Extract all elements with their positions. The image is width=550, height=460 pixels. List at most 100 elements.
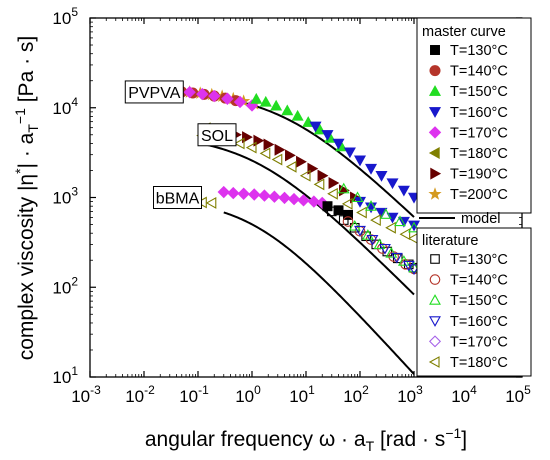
data-point [250, 92, 263, 104]
x-axis-title: angular frequency ω · aT [rad · s−1] [145, 425, 467, 454]
data-point [356, 206, 367, 219]
data-point [326, 206, 337, 217]
legend-label: T=130°C [450, 252, 508, 268]
data-point [351, 191, 364, 203]
data-point [375, 170, 388, 182]
legend-marker [428, 187, 442, 200]
legend-marker [428, 335, 442, 348]
legend-label: T=200°C [450, 187, 508, 203]
legend-label: T=180°C [450, 146, 508, 162]
data-point [258, 189, 271, 202]
data-point [263, 138, 275, 151]
sample-label-sol: SOL [197, 123, 237, 147]
sample-label-pvpva: PVPVA [124, 80, 184, 104]
data-point [196, 87, 209, 101]
y-tick-label: 101 [52, 364, 78, 387]
data-point [259, 147, 271, 160]
data-point [205, 196, 217, 209]
legend-marker [428, 356, 440, 368]
legend-label: T=130°C [450, 43, 508, 59]
legend-label: T=160°C [450, 105, 508, 121]
data-point [328, 177, 340, 190]
legend-marker [430, 167, 442, 180]
data-point [408, 221, 420, 233]
legend-marker [429, 65, 441, 77]
data-point [354, 225, 366, 237]
legend-marker [429, 294, 441, 305]
legend-model-label: model [461, 211, 501, 227]
data-point [341, 197, 353, 210]
data-point [397, 255, 410, 266]
data-point [183, 86, 196, 99]
data-point [274, 143, 286, 156]
legend-label: T=190°C [450, 167, 508, 183]
y-tick-label: 102 [52, 274, 78, 297]
data-point [291, 109, 304, 121]
model-curve-bbma [223, 211, 415, 375]
x-tick-label: 10-3 [71, 383, 101, 406]
data-point [342, 216, 354, 227]
data-point [307, 195, 321, 208]
series-sol-literature [337, 182, 420, 233]
data-point [385, 221, 396, 234]
data-point [353, 155, 367, 167]
y-tick-label: 105 [52, 5, 78, 28]
data-point [271, 153, 283, 166]
y-axis-title: complex viscosity |η*| · aT−1 [Pa · s] [12, 36, 41, 361]
series-pvpva-master [250, 92, 348, 152]
legend-header-literature: literature [422, 233, 478, 249]
data-point [233, 137, 245, 150]
data-point [385, 246, 398, 258]
legend-marker [430, 45, 440, 55]
data-point [394, 215, 406, 227]
legend-label: T=170°C [450, 125, 508, 141]
data-point [248, 188, 261, 201]
data-point [379, 208, 392, 219]
legend-marker [428, 107, 442, 118]
x-tick-label: 10-2 [125, 383, 155, 406]
legend-label: T=150°C [450, 84, 508, 100]
legend-label: T=170°C [450, 334, 508, 350]
data-point [208, 89, 221, 103]
data-point [313, 178, 325, 191]
data-point [245, 141, 257, 154]
data-point [233, 95, 247, 109]
data-point [317, 169, 329, 182]
data-point [343, 147, 356, 159]
data-point [242, 131, 253, 144]
data-point [299, 169, 311, 182]
data-point [285, 160, 297, 173]
legend-label: T=140°C [450, 273, 508, 289]
data-point [348, 219, 361, 231]
sample-label-text: SOL [201, 128, 233, 145]
legend-marker [429, 274, 441, 285]
data-point [399, 228, 411, 241]
data-point [407, 220, 421, 232]
sample-label-box [197, 123, 237, 147]
sample-label-text: bBMA [156, 191, 200, 208]
x-tick-label: 103 [397, 383, 423, 406]
legend-label: T=150°C [450, 293, 508, 309]
data-point [237, 187, 250, 200]
legend-marker [428, 126, 442, 139]
data-point [281, 104, 294, 116]
y-tick-label: 104 [52, 95, 78, 118]
series-bbma-master [217, 185, 329, 210]
x-tick-label: 10-1 [179, 383, 209, 406]
data-point [321, 130, 334, 141]
data-point [287, 192, 301, 206]
data-point [337, 182, 350, 194]
data-point [217, 185, 230, 199]
data-point [285, 149, 296, 162]
legend-marker [429, 316, 441, 327]
data-point [361, 229, 374, 240]
data-point [402, 260, 415, 272]
sample-label-box [124, 80, 184, 104]
data-point [327, 187, 338, 200]
data-point [297, 194, 310, 207]
data-point [397, 185, 410, 197]
data-point [390, 252, 403, 264]
legend-marker [428, 85, 442, 96]
sample-label-text: PVPVA [128, 85, 181, 102]
